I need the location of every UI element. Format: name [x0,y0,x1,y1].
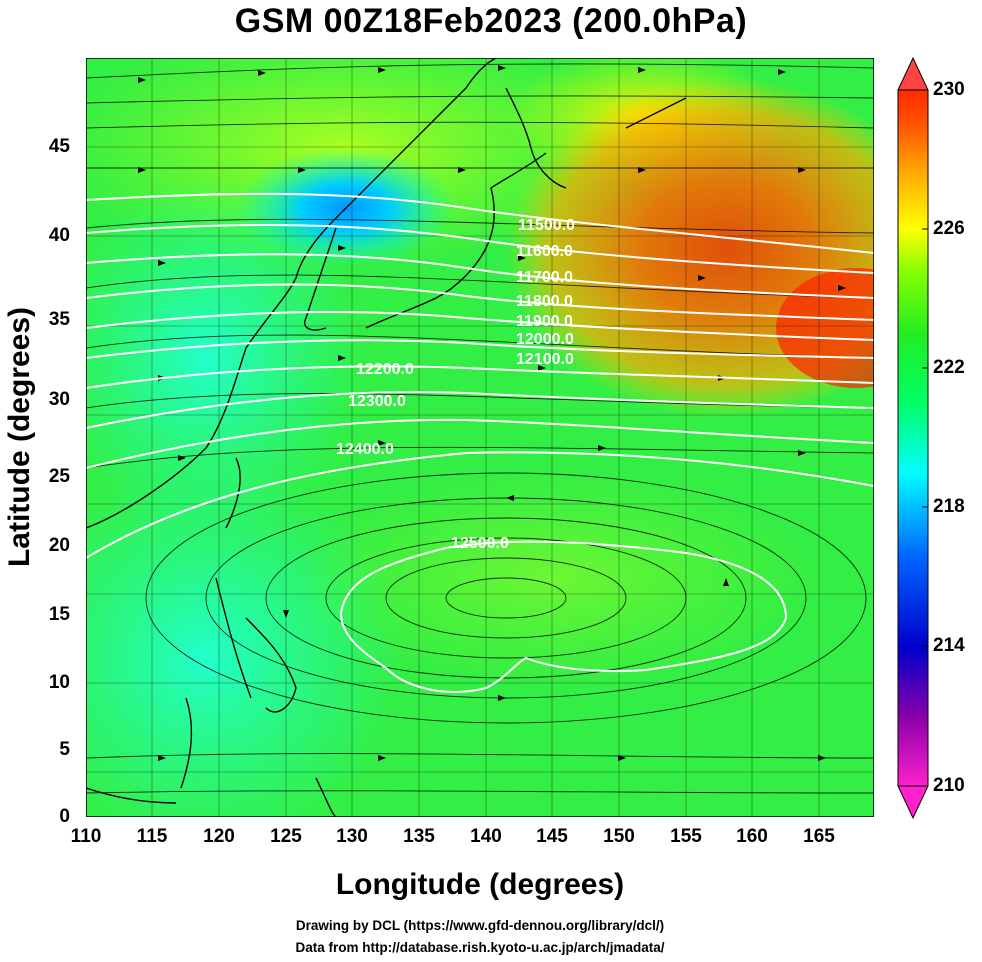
wind-arrows [138,65,846,761]
y-axis-label: Latitude (degrees) [3,306,36,568]
x-tick: 110 [70,826,102,847]
x-tick: 145 [536,826,568,847]
coastlines [86,58,687,817]
y-tick: 20 [48,535,70,556]
contour-label-11900: 11900.0 [516,313,573,330]
contour-label-12000: 12000.0 [516,331,574,348]
credit-drawing: Drawing by DCL (https://www.gfd-dennou.o… [295,918,665,933]
contour-label-12400: 12400.0 [336,441,394,458]
colorbar-tick: 222 [933,357,965,378]
contour-label-12300: 12300.0 [348,393,406,410]
wind-streamlines [86,63,874,794]
y-tick: 5 [59,739,70,760]
colorbar-tick: 214 [933,635,965,656]
chart-title: GSM 00Z18Feb2023 (200.0hPa) [234,2,748,40]
x-tick: 165 [803,826,835,847]
x-axis-label: Longitude (degrees) [335,868,625,901]
contour-label-12500: 12500.0 [451,535,509,552]
y-tick: 35 [48,309,70,330]
x-tick: 120 [203,826,235,847]
x-tick: 130 [336,826,368,847]
y-tick: 40 [48,225,70,246]
y-tick: 15 [48,604,70,625]
y-tick: 25 [48,466,70,487]
map-plot-area: 11500.0 11600.0 11700.0 11800.0 11900.0 … [86,58,874,817]
colorbar-tick: 218 [933,496,965,517]
x-tick: 155 [670,826,702,847]
contour-label-12200: 12200.0 [356,361,414,378]
contour-label-12100: 12100.0 [516,351,574,368]
colorbar-tick: 226 [933,218,965,239]
x-tick: 135 [403,826,435,847]
contour-label-11500: 11500.0 [518,217,575,234]
lat-lon-grid [86,58,874,817]
contour-labels: 11500.0 11600.0 11700.0 11800.0 11900.0 … [336,217,575,552]
x-tick: 125 [270,826,302,847]
x-tick: 160 [736,826,768,847]
x-tick: 150 [603,826,635,847]
colorbar-gradient [897,89,929,787]
contour-label-11700: 11700.0 [516,269,573,286]
y-tick: 30 [48,389,70,410]
geopotential-contours [86,192,874,693]
x-tick: 115 [136,826,168,847]
credit-data: Data from http://database.rish.kyoto-u.a… [295,940,665,955]
colorbar-tick: 210 [933,775,965,796]
colorbar-tick: 230 [933,79,965,100]
contour-label-11600: 11600.0 [516,243,573,260]
y-tick: 0 [59,806,70,827]
contour-label-11800: 11800.0 [516,293,573,310]
colorbar [897,56,929,820]
colorbar-min-arrow [897,785,929,820]
x-tick: 140 [470,826,502,847]
map-canvas: 11500.0 11600.0 11700.0 11800.0 11900.0 … [86,58,874,817]
y-tick: 10 [48,672,70,693]
y-tick: 45 [48,136,70,157]
colorbar-max-arrow [897,56,929,91]
